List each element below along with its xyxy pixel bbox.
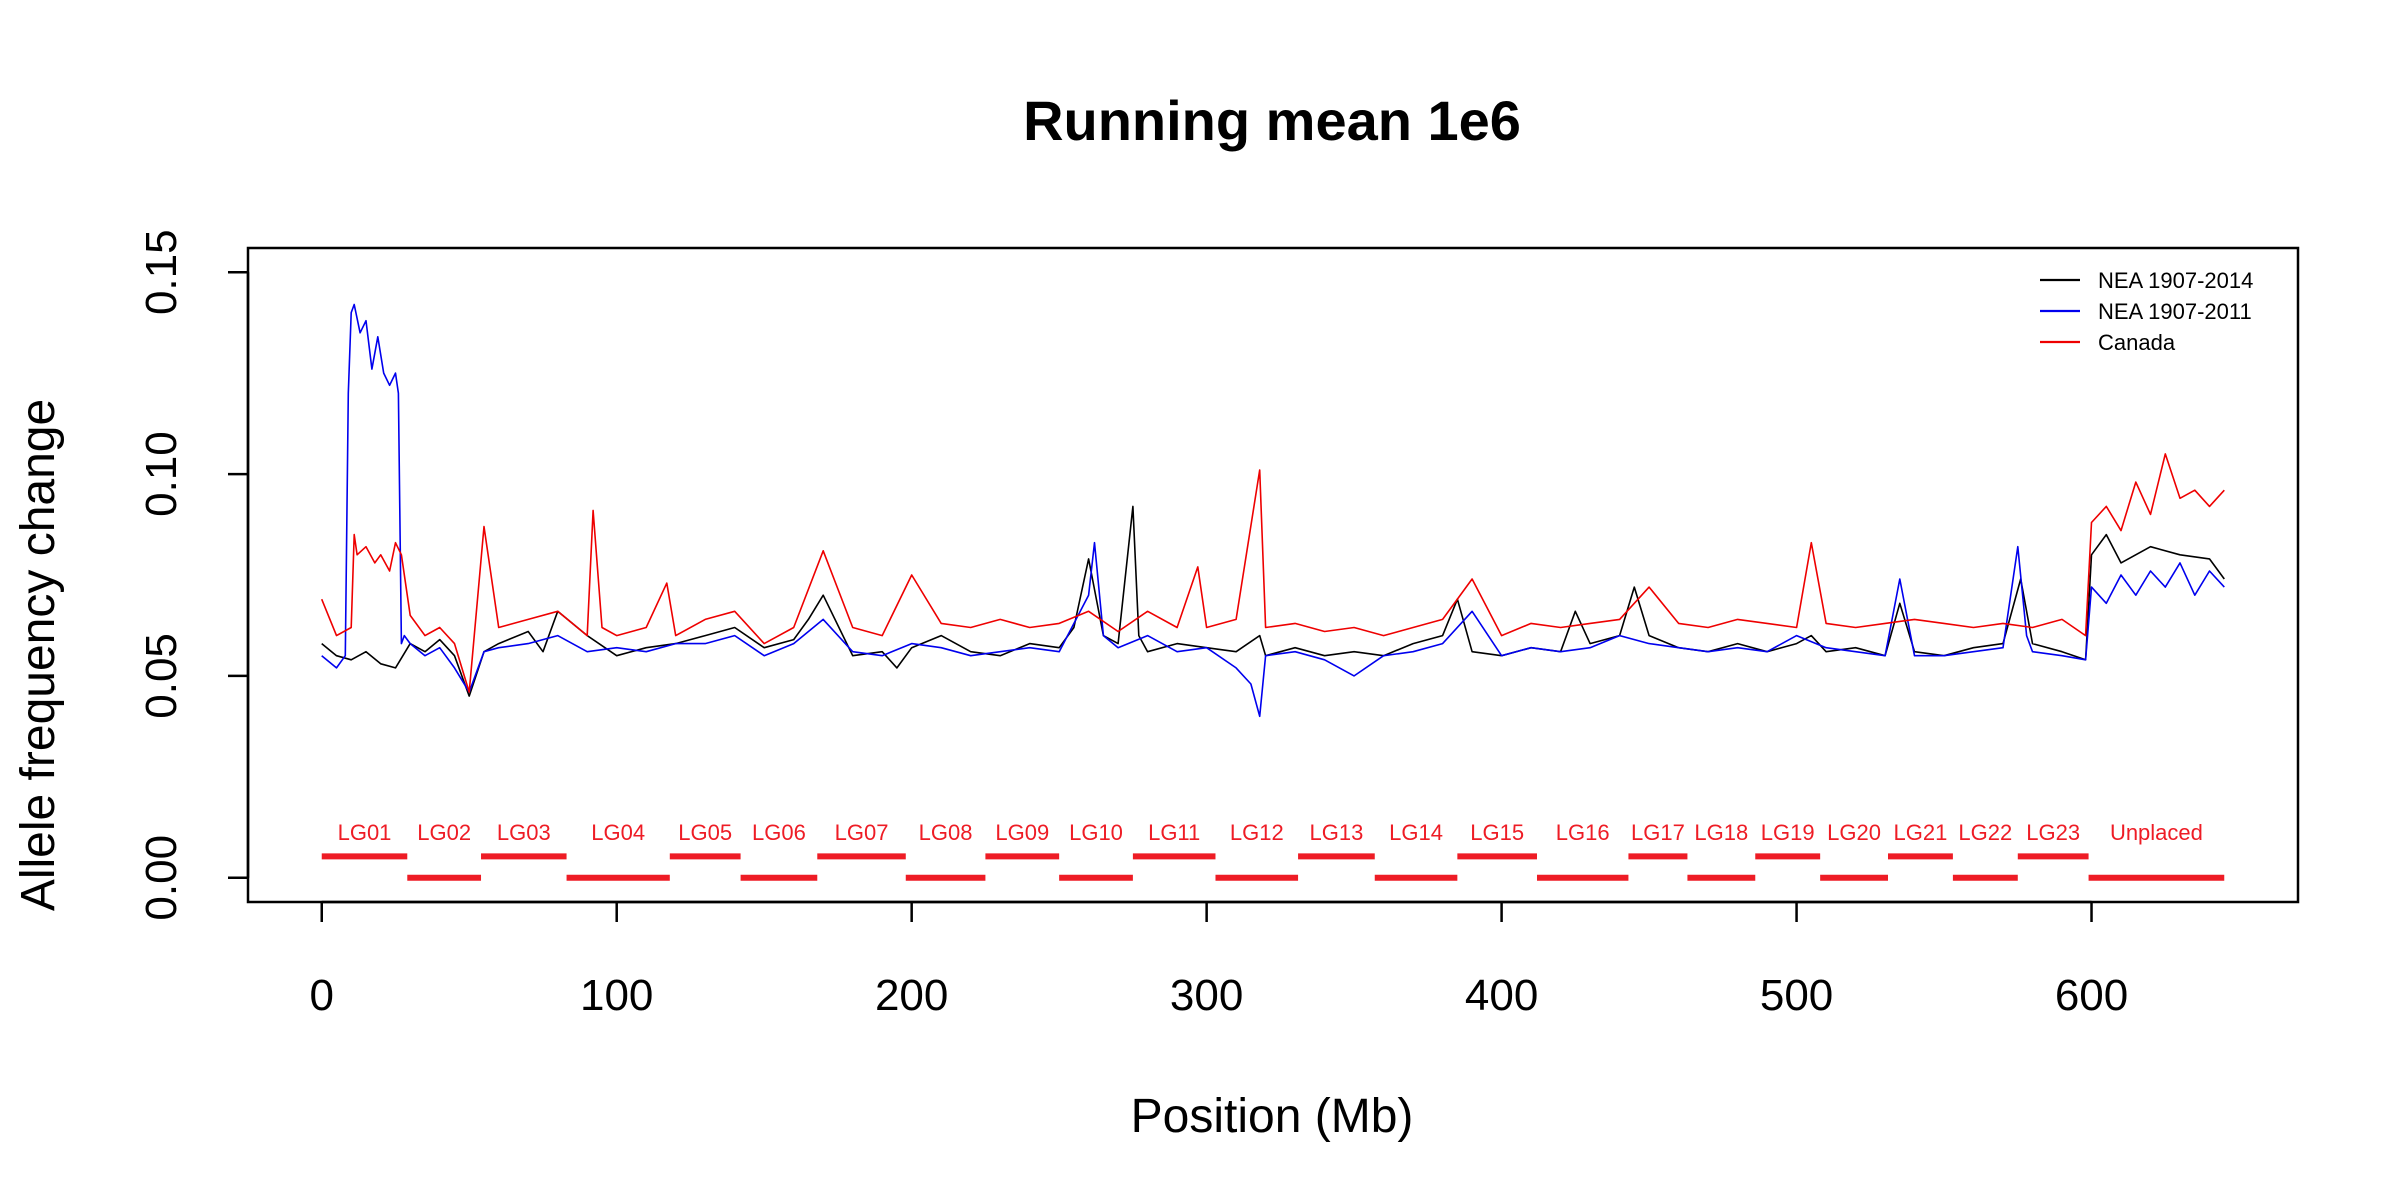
y-tick-label: 0.15 xyxy=(137,229,186,315)
chromosome-label: LG09 xyxy=(995,820,1049,845)
x-tick-label: 200 xyxy=(875,971,948,1020)
chromosome-label: LG02 xyxy=(417,820,471,845)
chromosome-label: LG20 xyxy=(1827,820,1881,845)
legend: NEA 1907-2014 NEA 1907-2011 Canada xyxy=(2040,268,2253,355)
legend-label: NEA 1907-2014 xyxy=(2098,268,2253,293)
chromosome-label: LG05 xyxy=(678,820,732,845)
y-tick-label: 0.10 xyxy=(137,431,186,517)
chromosome-label: LG10 xyxy=(1069,820,1123,845)
chromosome-label: LG11 xyxy=(1148,820,1200,845)
x-tick-label: 0 xyxy=(309,971,333,1020)
y-tick-label: 0.05 xyxy=(137,633,186,719)
chromosome-label: LG21 xyxy=(1894,820,1948,845)
chromosome-label: LG06 xyxy=(752,820,806,845)
chromosome-label: LG08 xyxy=(919,820,973,845)
chromosome-label: LG16 xyxy=(1556,820,1610,845)
chromosome-label: LG19 xyxy=(1761,820,1815,845)
chromosome-bars: LG01 LG02 LG03 LG04 LG05 LG06 LG07 LG08 LG09 LG10… xyxy=(321,820,2225,881)
y-axis-title: Allele frequency change xyxy=(12,399,65,911)
chromosome-label: LG18 xyxy=(1694,820,1748,845)
y-axis: 0.00 0.05 0.10 0.15 xyxy=(137,229,250,921)
chromosome-label: LG12 xyxy=(1230,820,1284,845)
x-axis-title: Position (Mb) xyxy=(1131,1090,1414,1143)
series-line-1 xyxy=(321,303,2225,718)
x-axis: 0 100 200 300 400 500 600 xyxy=(309,900,2128,1020)
chromosome-label: LG14 xyxy=(1389,820,1443,845)
chromosome-label: LG17 xyxy=(1631,820,1685,845)
plot-frame xyxy=(246,246,2300,904)
series-line-2 xyxy=(320,453,2225,693)
chromosome-label: LG04 xyxy=(591,820,645,845)
chromosome-label: Unplaced xyxy=(2110,820,2203,845)
series-line-0 xyxy=(321,505,2225,697)
chromosome-label: LG13 xyxy=(1310,820,1364,845)
x-tick-label: 100 xyxy=(580,971,653,1020)
series-lines xyxy=(320,303,2225,718)
legend-label: Canada xyxy=(2098,330,2176,355)
x-tick-label: 300 xyxy=(1170,971,1243,1020)
legend-label: NEA 1907-2011 xyxy=(2098,299,2252,324)
chart-title: Running mean 1e6 xyxy=(1023,89,1521,152)
y-tick-label: 0.00 xyxy=(137,835,186,921)
x-tick-label: 500 xyxy=(1760,971,1833,1020)
chromosome-label: LG15 xyxy=(1470,820,1524,845)
chromosome-label: LG23 xyxy=(2026,820,2080,845)
chromosome-label: LG01 xyxy=(338,820,392,845)
x-tick-label: 400 xyxy=(1465,971,1538,1020)
x-tick-label: 600 xyxy=(2055,971,2128,1020)
chromosome-label: LG03 xyxy=(497,820,551,845)
chromosome-label: LG07 xyxy=(835,820,889,845)
chromosome-label: LG22 xyxy=(1958,820,2012,845)
